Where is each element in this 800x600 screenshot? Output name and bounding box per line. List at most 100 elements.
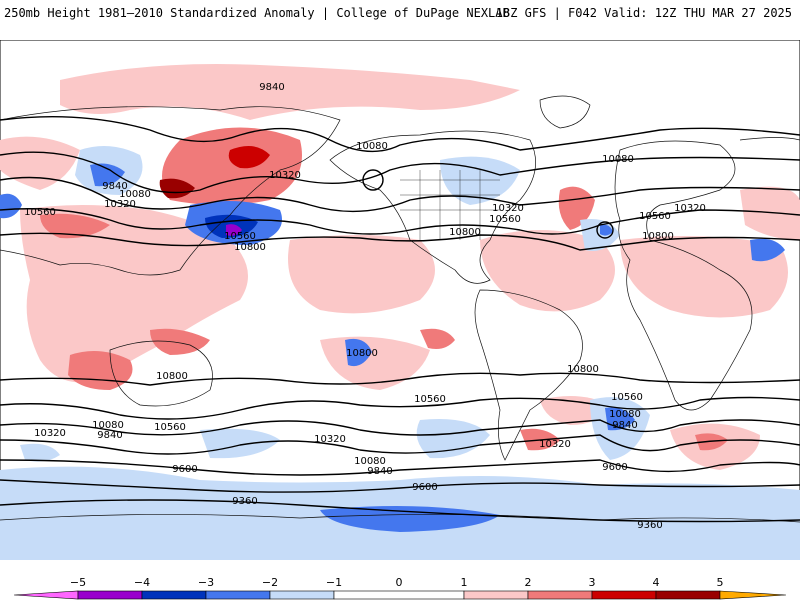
south-america-outline xyxy=(474,289,583,461)
europe-africa-outline xyxy=(614,140,753,411)
contour-label: 9600 xyxy=(172,464,197,475)
anomaly-region xyxy=(200,428,280,459)
contour-label: 10080 xyxy=(92,420,124,431)
contour-label: 10320 xyxy=(492,203,524,214)
asia-east-outline xyxy=(739,137,800,141)
contour-label: 10320 xyxy=(269,170,301,181)
contour-line xyxy=(0,459,800,476)
contour-line xyxy=(0,419,800,436)
anomaly-region xyxy=(416,419,490,459)
australia-outline xyxy=(109,340,213,407)
contour-label: 10080 xyxy=(602,154,634,165)
anomaly-region xyxy=(20,205,248,383)
anomaly-region xyxy=(159,178,195,199)
anomaly-region xyxy=(580,219,620,251)
contour-line xyxy=(0,115,800,153)
colorbar-swatch xyxy=(463,590,529,600)
contour-line xyxy=(0,208,800,235)
contour-label: 10560 xyxy=(154,422,186,433)
contour-label: 10800 xyxy=(642,231,674,242)
anomaly-region xyxy=(68,351,133,390)
contour-label: 9360 xyxy=(232,496,257,507)
map-title: 250mb Height 1981–2010 Standardized Anom… xyxy=(4,6,510,20)
contour-closed-low xyxy=(596,221,614,239)
anomaly-region xyxy=(150,328,210,355)
contour-label: 10800 xyxy=(156,371,188,382)
contour-label: 10320 xyxy=(104,199,136,210)
colorbar-swatch xyxy=(527,590,593,600)
colorbar-swatch xyxy=(591,590,657,600)
colorbar-ticks: −5 −4 −3 −2 −1 0 1 2 3 4 5 xyxy=(70,576,724,589)
contour-label: 10800 xyxy=(346,348,378,359)
contour-label: 9360 xyxy=(637,520,662,531)
contour-label: 10800 xyxy=(449,227,481,238)
colorbar-swatch xyxy=(205,590,271,600)
colorbar-tick-label: 2 xyxy=(525,576,532,589)
anomaly-region xyxy=(0,193,22,219)
contour-label: 10800 xyxy=(234,242,266,253)
colorbar-tick-label: 4 xyxy=(653,576,660,589)
contour-label: 9600 xyxy=(602,462,627,473)
colorbar-tick-label: −4 xyxy=(134,576,150,589)
contour-label: 10560 xyxy=(414,394,446,405)
anomaly-region xyxy=(20,443,60,462)
contour-label: 10080 xyxy=(609,409,641,420)
contour-label: 10560 xyxy=(611,392,643,403)
anomaly-region xyxy=(40,213,110,239)
colorbar-swatches xyxy=(13,590,787,600)
contour-closed-low xyxy=(362,169,384,191)
contour-label: 9840 xyxy=(259,82,284,93)
contour-label: 10320 xyxy=(34,428,66,439)
anomaly-region xyxy=(320,506,500,532)
contour-label: 9840 xyxy=(612,420,637,431)
anomaly-region xyxy=(162,127,302,205)
anomaly-region xyxy=(288,235,435,314)
contour-line xyxy=(0,396,800,420)
colorbar-tick-label: −1 xyxy=(326,576,342,589)
contour-label: 10080 xyxy=(119,189,151,200)
anomaly-region xyxy=(0,136,80,190)
anomaly-region xyxy=(60,64,520,120)
colorbar-tick-label: 3 xyxy=(589,576,596,589)
model-valid-time: 18Z GFS | F042 Valid: 12Z THU MAR 27 202… xyxy=(495,6,792,20)
contour-label: 10320 xyxy=(314,434,346,445)
anomaly-region xyxy=(226,224,242,236)
colorbar-swatch xyxy=(141,590,207,600)
contour-label: 9840 xyxy=(97,430,122,441)
contour-line xyxy=(0,151,800,194)
colorbar-tick-label: −3 xyxy=(198,576,214,589)
colorbar-tick-label: −5 xyxy=(70,576,86,589)
contour-labels: 9840 10080 10320 10560 10800 10080 10320… xyxy=(24,82,706,531)
contour-line xyxy=(0,232,800,251)
colorbar-tick-label: −2 xyxy=(262,576,278,589)
anomaly-region xyxy=(740,186,800,240)
colorbar-swatch xyxy=(333,590,465,600)
colorbar-tick-label: 5 xyxy=(717,576,724,589)
continent-outlines xyxy=(0,95,800,523)
north-america-outline xyxy=(329,130,536,284)
contour-line xyxy=(0,499,800,523)
asia-outline xyxy=(0,106,341,276)
header: 250mb Height 1981–2010 Standardized Anom… xyxy=(0,0,800,40)
anomaly-region xyxy=(228,146,270,169)
antarctica-outline xyxy=(0,514,800,523)
colorbar-swatch xyxy=(13,590,79,600)
contour-line xyxy=(0,479,800,493)
contour-label: 10080 xyxy=(354,456,386,467)
contour-label: 10080 xyxy=(356,141,388,152)
contour-line xyxy=(0,434,800,455)
anomaly-region xyxy=(600,224,613,236)
contour-label: 9840 xyxy=(367,466,392,477)
contour-label: 10560 xyxy=(639,211,671,222)
colorbar-tick-label: 0 xyxy=(396,576,403,589)
height-contours xyxy=(0,115,800,523)
anomaly-region xyxy=(90,163,125,187)
contour-label: 10320 xyxy=(539,439,571,450)
us-state-grid xyxy=(400,170,500,240)
colorbar-tick-label: 1 xyxy=(461,576,468,589)
contour-label: 10320 xyxy=(674,203,706,214)
contour-line xyxy=(0,176,800,213)
colorbar: −5 −4 −3 −2 −1 0 1 2 3 4 5 xyxy=(13,576,787,600)
anomaly-region xyxy=(750,238,785,262)
